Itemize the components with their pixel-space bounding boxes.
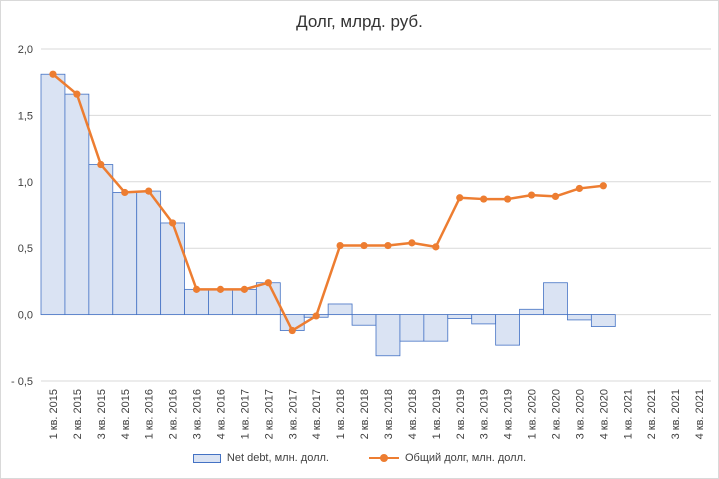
line-point — [240, 285, 248, 293]
y-axis: 2,0 1,5 1,0 0,5 0,0 - 0,5 — [11, 44, 33, 388]
line-point — [121, 188, 129, 197]
x-tick-label: 3 кв. 2021 — [670, 389, 682, 439]
x-tick-label: 3 кв. 2016 — [192, 389, 204, 439]
bar — [447, 314, 473, 319]
x-tick-label: 1 кв. 2021 — [622, 389, 634, 439]
bar — [136, 190, 162, 315]
bar — [327, 303, 353, 316]
x-tick-label: 1 кв. 2018 — [335, 389, 347, 439]
line-point — [288, 326, 296, 335]
x-tick-label: 4 кв. 2017 — [311, 389, 323, 439]
bar — [40, 73, 66, 315]
bar — [112, 192, 138, 315]
x-tick-label: 4 кв. 2018 — [407, 389, 419, 439]
bar — [590, 314, 616, 327]
bar — [232, 288, 257, 316]
bar — [423, 314, 449, 342]
legend: Net debt, млн. долл. Общий долг, млн. до… — [0, 452, 719, 464]
legend-item-total-debt: Общий долг, млн. долл. — [368, 452, 527, 464]
x-tick-label: 4 кв. 2015 — [120, 389, 132, 439]
line-point — [336, 241, 344, 250]
line-point — [480, 195, 488, 203]
legend-label-net-debt: Net debt, млн. долл. — [226, 452, 329, 464]
line-point — [360, 241, 368, 250]
bar — [543, 282, 568, 315]
bar-series — [40, 73, 616, 357]
x-tick-label: 1 кв. 2016 — [144, 389, 156, 439]
line-point — [216, 285, 225, 293]
line-point — [504, 195, 512, 203]
legend-line-swatch — [368, 453, 399, 463]
x-tick-label: 3 кв. 2020 — [574, 389, 586, 439]
legend-label-total-debt: Общий долг, млн. долл. — [404, 452, 527, 464]
bar — [495, 314, 520, 346]
x-tick-label: 4 кв. 2020 — [598, 389, 610, 439]
bar — [351, 314, 377, 326]
legend-bar-swatch — [192, 453, 221, 463]
y-tick-label: - 0,5 — [11, 376, 33, 388]
x-tick-label: 2 кв. 2016 — [168, 389, 180, 439]
bar — [375, 314, 401, 357]
x-tick-label: 2 кв. 2021 — [646, 389, 658, 439]
x-tick-label: 2 кв. 2019 — [455, 389, 467, 439]
line-point — [169, 219, 177, 227]
x-tick-label: 3 кв. 2018 — [383, 389, 395, 439]
x-tick-label: 1 кв. 2017 — [239, 389, 251, 439]
bar — [471, 314, 497, 325]
x-tick-label: 1 кв. 2015 — [48, 389, 60, 439]
x-tick-label: 3 кв. 2017 — [287, 389, 299, 439]
line-point — [384, 241, 392, 250]
x-tick-label: 2 кв. 2018 — [359, 389, 371, 439]
x-tick-label: 2 кв. 2017 — [263, 389, 275, 439]
bar — [399, 314, 425, 342]
line-point — [192, 285, 201, 293]
line-path — [52, 73, 604, 332]
line-point — [49, 70, 57, 78]
line-point — [575, 184, 583, 193]
line-point — [599, 182, 607, 190]
line-point — [73, 90, 81, 98]
x-tick-label: 1 кв. 2020 — [527, 389, 539, 439]
x-tick-label: 2 кв. 2020 — [550, 389, 562, 439]
line-point — [432, 243, 440, 251]
legend-item-net-debt: Net debt, млн. долл. — [192, 452, 329, 464]
bar — [64, 93, 90, 315]
x-tick-label: 2 кв. 2015 — [72, 389, 84, 439]
x-axis: 1 кв. 2015 2 кв. 2015 3 кв. 2015 4 кв. 2015… — [48, 389, 706, 439]
x-tick-label: 3 кв. 2019 — [479, 389, 491, 439]
bar — [208, 288, 233, 316]
y-tick-label: 1,0 — [18, 177, 33, 189]
x-tick-label: 4 кв. 2021 — [694, 389, 706, 439]
x-tick-label: 4 кв. 2019 — [503, 389, 515, 439]
y-tick-label: 2,0 — [18, 44, 33, 56]
line-point — [527, 191, 536, 199]
bar — [184, 288, 209, 316]
line-point — [145, 187, 153, 195]
y-tick-label: 1,5 — [18, 110, 33, 122]
chart-title: Долг, млрд. руб. — [296, 12, 423, 31]
x-tick-label: 4 кв. 2016 — [215, 389, 227, 439]
line-point — [408, 239, 416, 247]
x-tick-label: 1 кв. 2019 — [431, 389, 443, 439]
line-point — [97, 160, 105, 169]
bar — [567, 314, 592, 321]
line-point — [312, 312, 320, 320]
line-series — [49, 70, 607, 335]
line-point — [456, 194, 464, 202]
x-tick-label: 3 кв. 2015 — [96, 389, 108, 439]
y-tick-label: 0,0 — [18, 310, 33, 322]
bar — [519, 308, 544, 315]
bar — [160, 222, 185, 316]
line-point — [264, 279, 272, 287]
line-point — [551, 192, 560, 201]
y-tick-label: 0,5 — [18, 243, 33, 255]
bar — [88, 164, 114, 315]
